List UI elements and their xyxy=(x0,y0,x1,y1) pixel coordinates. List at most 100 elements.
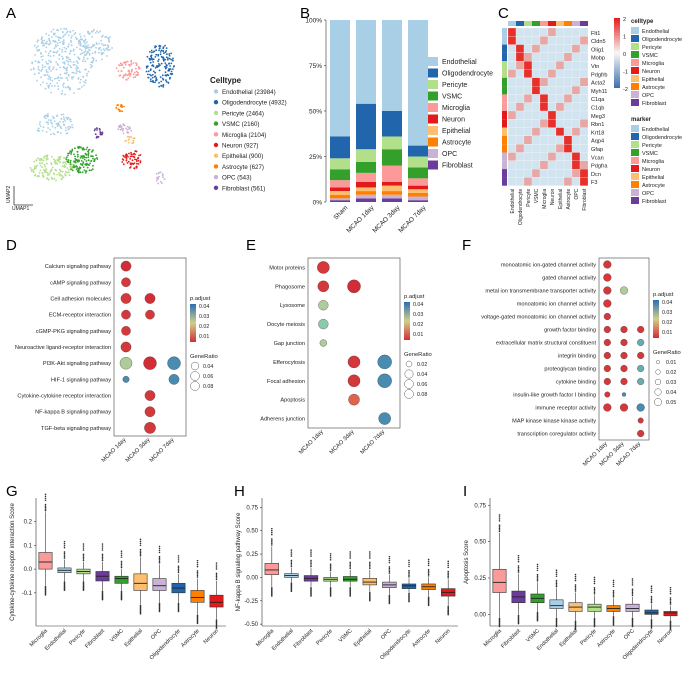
umap-point xyxy=(56,131,59,134)
c-marker-swatch xyxy=(631,165,639,172)
umap-point xyxy=(44,65,46,68)
umap-point xyxy=(92,164,94,167)
umap-point xyxy=(126,128,129,131)
c-gene-label: Acta2 xyxy=(591,81,605,87)
umap-point xyxy=(99,30,102,33)
box-outlier xyxy=(271,541,273,543)
umap-point xyxy=(155,65,158,67)
umap-point xyxy=(125,153,128,156)
umap-point xyxy=(86,166,89,169)
dot-size-circle xyxy=(654,388,662,396)
dot-point xyxy=(619,403,629,412)
c-heat-cell xyxy=(515,61,525,70)
box-outlier xyxy=(408,563,410,566)
umap-point xyxy=(127,160,130,163)
box-outlier xyxy=(536,567,539,570)
dot-point xyxy=(168,374,180,385)
umap-point xyxy=(150,68,152,70)
umap-point xyxy=(49,78,52,81)
box-outlier xyxy=(271,544,273,546)
legend-dot xyxy=(213,164,219,169)
umap-point xyxy=(123,61,125,64)
box-outlier xyxy=(498,530,501,533)
box-outlier xyxy=(517,571,520,573)
umap-point xyxy=(39,121,41,123)
umap-point xyxy=(75,72,77,75)
umap-point xyxy=(38,49,41,52)
umap-point xyxy=(56,63,59,65)
umap-point xyxy=(43,74,46,76)
box-outlier xyxy=(555,585,558,588)
umap-point xyxy=(92,157,94,160)
b-bar-segment xyxy=(382,136,402,150)
umap-point xyxy=(59,66,61,69)
box-outlier xyxy=(574,590,577,592)
dot-padj-tick: 0.04 xyxy=(413,302,423,308)
box-outlier xyxy=(215,578,218,581)
umap-point xyxy=(86,47,89,49)
box-outlier xyxy=(593,591,596,594)
c-heat-cell xyxy=(579,61,589,70)
umap-point xyxy=(130,151,132,154)
c-heat-cell xyxy=(555,152,565,161)
umap-point xyxy=(122,76,125,78)
umap-point xyxy=(91,57,94,59)
dot-padj-tick: 0.04 xyxy=(662,300,672,306)
umap-point xyxy=(69,150,71,153)
c-gene-label: Vcan xyxy=(591,155,604,161)
umap-point xyxy=(71,169,74,172)
umap-point xyxy=(71,124,73,126)
box-y-tick-label: 0.0 xyxy=(24,567,33,573)
c-side-annot xyxy=(502,177,507,186)
box-outlier xyxy=(388,569,391,571)
umap-point xyxy=(169,72,172,75)
umap-point xyxy=(170,58,172,61)
c-heat-cell xyxy=(547,119,557,128)
umap-point xyxy=(70,36,73,39)
umap-point xyxy=(161,173,164,176)
c-heat-cell xyxy=(579,160,589,170)
box-outlier xyxy=(447,566,450,569)
umap-point xyxy=(77,77,80,79)
c-heat-cell xyxy=(547,177,557,186)
box-outlier xyxy=(369,562,371,565)
umap-point xyxy=(156,79,158,81)
c-heat-cell xyxy=(507,135,517,145)
umap-point xyxy=(73,160,76,163)
b-legend-label: Epithelial xyxy=(442,128,471,135)
box-outlier xyxy=(290,590,293,593)
c-top-annot xyxy=(556,21,564,26)
umap-point xyxy=(55,35,57,38)
box-body xyxy=(264,563,279,575)
c-heat-cell xyxy=(507,119,517,128)
c-cell-label: Astrocyte xyxy=(566,188,572,209)
umap-point xyxy=(86,163,89,166)
umap-point xyxy=(38,172,41,174)
box-outlier xyxy=(555,579,558,582)
umap-point xyxy=(152,70,155,73)
umap-point xyxy=(52,115,54,118)
umap-point xyxy=(133,156,136,159)
dot-point xyxy=(620,364,628,373)
dot-padj-tick: 0.03 xyxy=(199,314,209,320)
dot-term-label: integrin binding xyxy=(558,354,596,360)
umap-point xyxy=(157,60,160,62)
umap-point xyxy=(46,174,49,176)
umap-point xyxy=(68,53,71,55)
umap-point xyxy=(53,47,56,50)
umap-point xyxy=(57,158,60,161)
box-outlier xyxy=(158,549,161,552)
umap-point xyxy=(95,46,97,49)
umap-point xyxy=(131,69,133,72)
box-outlier xyxy=(574,584,577,586)
umap-point xyxy=(35,159,38,162)
c-heat-cell xyxy=(523,94,533,103)
dot-term-label: Calcium signaling pathway xyxy=(45,264,111,270)
dot-term-label: Adherens junction xyxy=(260,417,305,423)
umap-point xyxy=(29,167,32,169)
c-heat-cell xyxy=(523,110,533,120)
umap-point xyxy=(79,171,81,173)
c-heat-cell xyxy=(563,160,573,170)
umap-point xyxy=(83,148,85,151)
